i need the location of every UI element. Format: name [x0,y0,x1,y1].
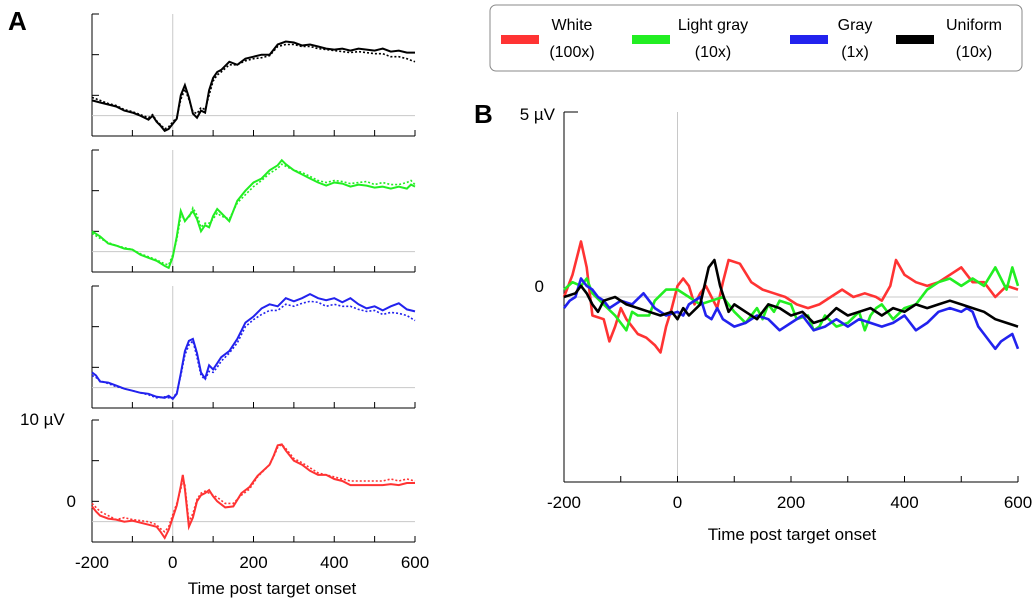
panel-a-xlabel: Time post target onset [188,579,357,598]
panel-a [91,13,416,543]
panel-a-green-dotted-line [91,163,416,266]
panel-b-xtick-label: 600 [1004,493,1032,512]
legend-label-light-gray: Light gray [678,17,748,34]
legend-swatch-uniform [896,35,934,44]
panel-b-label: B [474,99,493,129]
legend-sublabel-light-gray: (10x) [695,44,731,61]
panel-a-red-dotted-line [91,443,416,533]
legend-label-white: White [552,17,593,34]
panel-a-subplot-red [91,419,416,543]
panel-b-xtick-label: 0 [673,493,682,512]
panel-a-black-solid-line [91,40,415,133]
panel-b-series-white [562,240,1019,354]
legend-swatch-gray [790,35,828,44]
panel-b-ytick-zero: 0 [535,277,544,296]
legend-frame [489,4,1023,72]
panel-a-subplot-green [91,149,416,273]
legend-swatch-light-gray [632,35,670,44]
panel-b-xlabel: Time post target onset [708,525,877,544]
panel-b-xtick-label: -200 [547,493,581,512]
panel-a-subplot-black [91,13,416,137]
panel-b: -200 0 200 400 600 [547,111,1032,512]
panel-a-ytick-zero: 0 [67,492,76,511]
legend-label-gray: Gray [838,17,873,34]
panel-a-xtick-label: 600 [401,553,429,572]
panel-a-ytick-top: 10 µV [20,410,65,429]
panel-b-series-gray [562,277,1020,351]
panel-b-series-uniform [563,258,1019,328]
legend-swatch-white [501,35,539,44]
legend-sublabel-uniform: (10x) [956,44,992,61]
panel-b-series-light-gray [563,266,1020,332]
legend-sublabel-white: (100x) [549,44,594,61]
panel-a-black-dotted-line [91,43,416,130]
panel-b-xtick-label: 200 [777,493,805,512]
legend: White (100x) Light gray (10x) Gray (1x) … [489,4,1023,72]
panel-b-ytick-top: 5 µV [520,105,556,124]
panel-a-xtick-label: 400 [320,553,348,572]
panel-a-xtick-label: -200 [75,553,109,572]
panel-a-red-solid-line [91,443,415,540]
legend-label-uniform: Uniform [946,17,1002,34]
panel-a-blue-solid-line [91,292,416,401]
panel-a-subplot-blue [91,285,416,409]
panel-b-xtick-label: 400 [890,493,918,512]
panel-a-x-axis: -200 0 200 400 600 [75,553,429,572]
panel-a-label: A [8,6,27,36]
panel-a-xtick-label: 0 [168,553,177,572]
panel-a-xtick-label: 200 [239,553,267,572]
panel-a-green-solid-line [91,158,416,270]
legend-sublabel-gray: (1x) [841,44,869,61]
